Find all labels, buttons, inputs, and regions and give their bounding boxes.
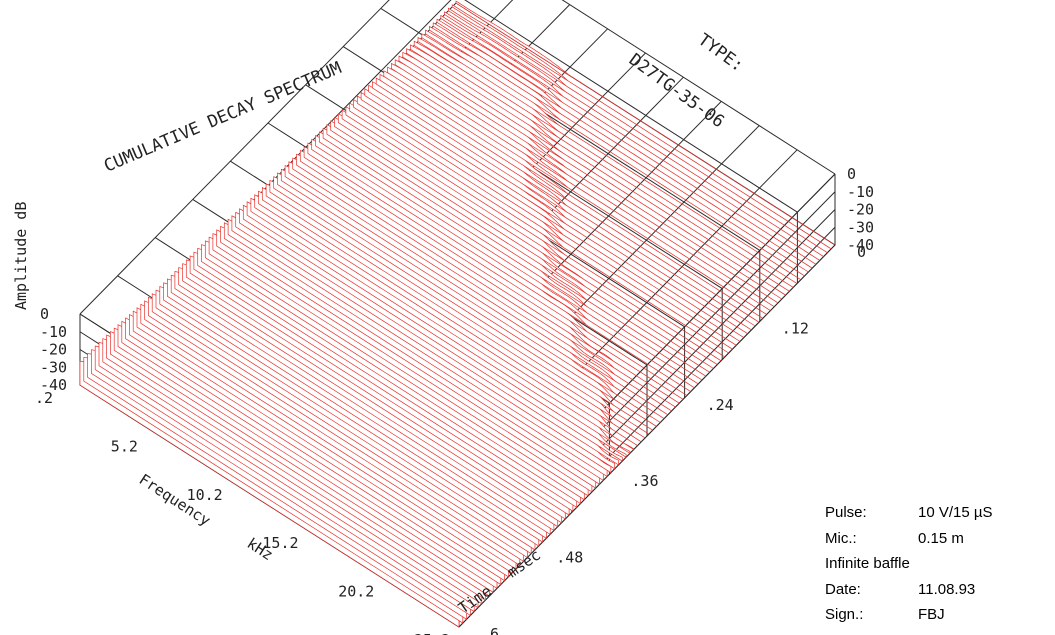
amp-tick-label-right: 0: [847, 165, 856, 183]
baffle-row: Infinite baffle: [825, 551, 993, 577]
date-value: 11.08.93: [918, 580, 976, 598]
freq-tick-label: 15.2: [262, 534, 298, 552]
amp-tick-label-left: -40: [40, 376, 67, 394]
freq-tick-label: 20.2: [338, 583, 374, 601]
time-tick-label: .6: [481, 625, 499, 635]
pulse-row: Pulse: 10 V/15 µS: [825, 500, 993, 526]
grid-line: [561, 0, 836, 175]
decay-slice: [448, 7, 828, 253]
model-label: D27TG-35-06: [625, 50, 728, 132]
time-tick-label: .24: [707, 396, 734, 414]
mic-value: 0.15 m: [918, 529, 964, 547]
date-row: Date: 11.08.93: [825, 577, 993, 603]
date-label: Date:: [825, 580, 861, 598]
amp-tick-label-right: -40: [847, 236, 874, 254]
amp-tick-label-left: 0: [40, 305, 49, 323]
tick-labels: .25.210.215.220.225.20.12.24.36.48.60-10…: [35, 165, 874, 635]
amp-tick-label-right: -10: [847, 183, 874, 201]
amp-tick-label-right: -20: [847, 201, 874, 219]
time-tick-label: 0: [857, 243, 866, 261]
decay-slice: [451, 4, 832, 250]
amp-tick-label-right: -30: [847, 218, 874, 236]
amp-tick-label-left: -20: [40, 341, 67, 359]
mic-row: Mic.: 0.15 m: [825, 526, 993, 552]
sign-value: FBJ: [918, 606, 945, 623]
amp-tick-label-left: -30: [40, 358, 67, 376]
freq-tick-label: 25.2: [414, 631, 450, 635]
sign-row: Sign.: FBJ: [825, 602, 993, 628]
baffle-text: Infinite baffle: [825, 555, 910, 572]
measurement-info: Pulse: 10 V/15 µS Mic.: 0.15 m Infinite ba…: [825, 500, 993, 628]
decay-slice: [436, 18, 817, 265]
pulse-label: Pulse:: [825, 504, 867, 521]
pulse-value: 10 V/15 µS: [918, 504, 993, 521]
grid-line: [464, 0, 798, 213]
decay-slice: [455, 0, 836, 246]
decay-slice: [440, 14, 820, 261]
type-label: TYPE:: [694, 30, 747, 76]
amp-tick-label-left: -10: [40, 323, 67, 341]
freq-tick-label: 10.2: [187, 486, 223, 504]
freq-tick-label: .2: [35, 389, 53, 407]
mic-label: Mic.:: [825, 529, 857, 547]
decay-slice: [444, 11, 824, 257]
sign-label: Sign.:: [825, 606, 864, 623]
y-axis-label: Amplitude dB: [12, 202, 30, 310]
time-tick-label: .48: [556, 549, 583, 567]
freq-tick-label: 5.2: [111, 437, 138, 455]
decay-curves: [79, 0, 836, 628]
time-tick-label: .36: [631, 472, 658, 490]
time-tick-label: .12: [782, 319, 809, 337]
